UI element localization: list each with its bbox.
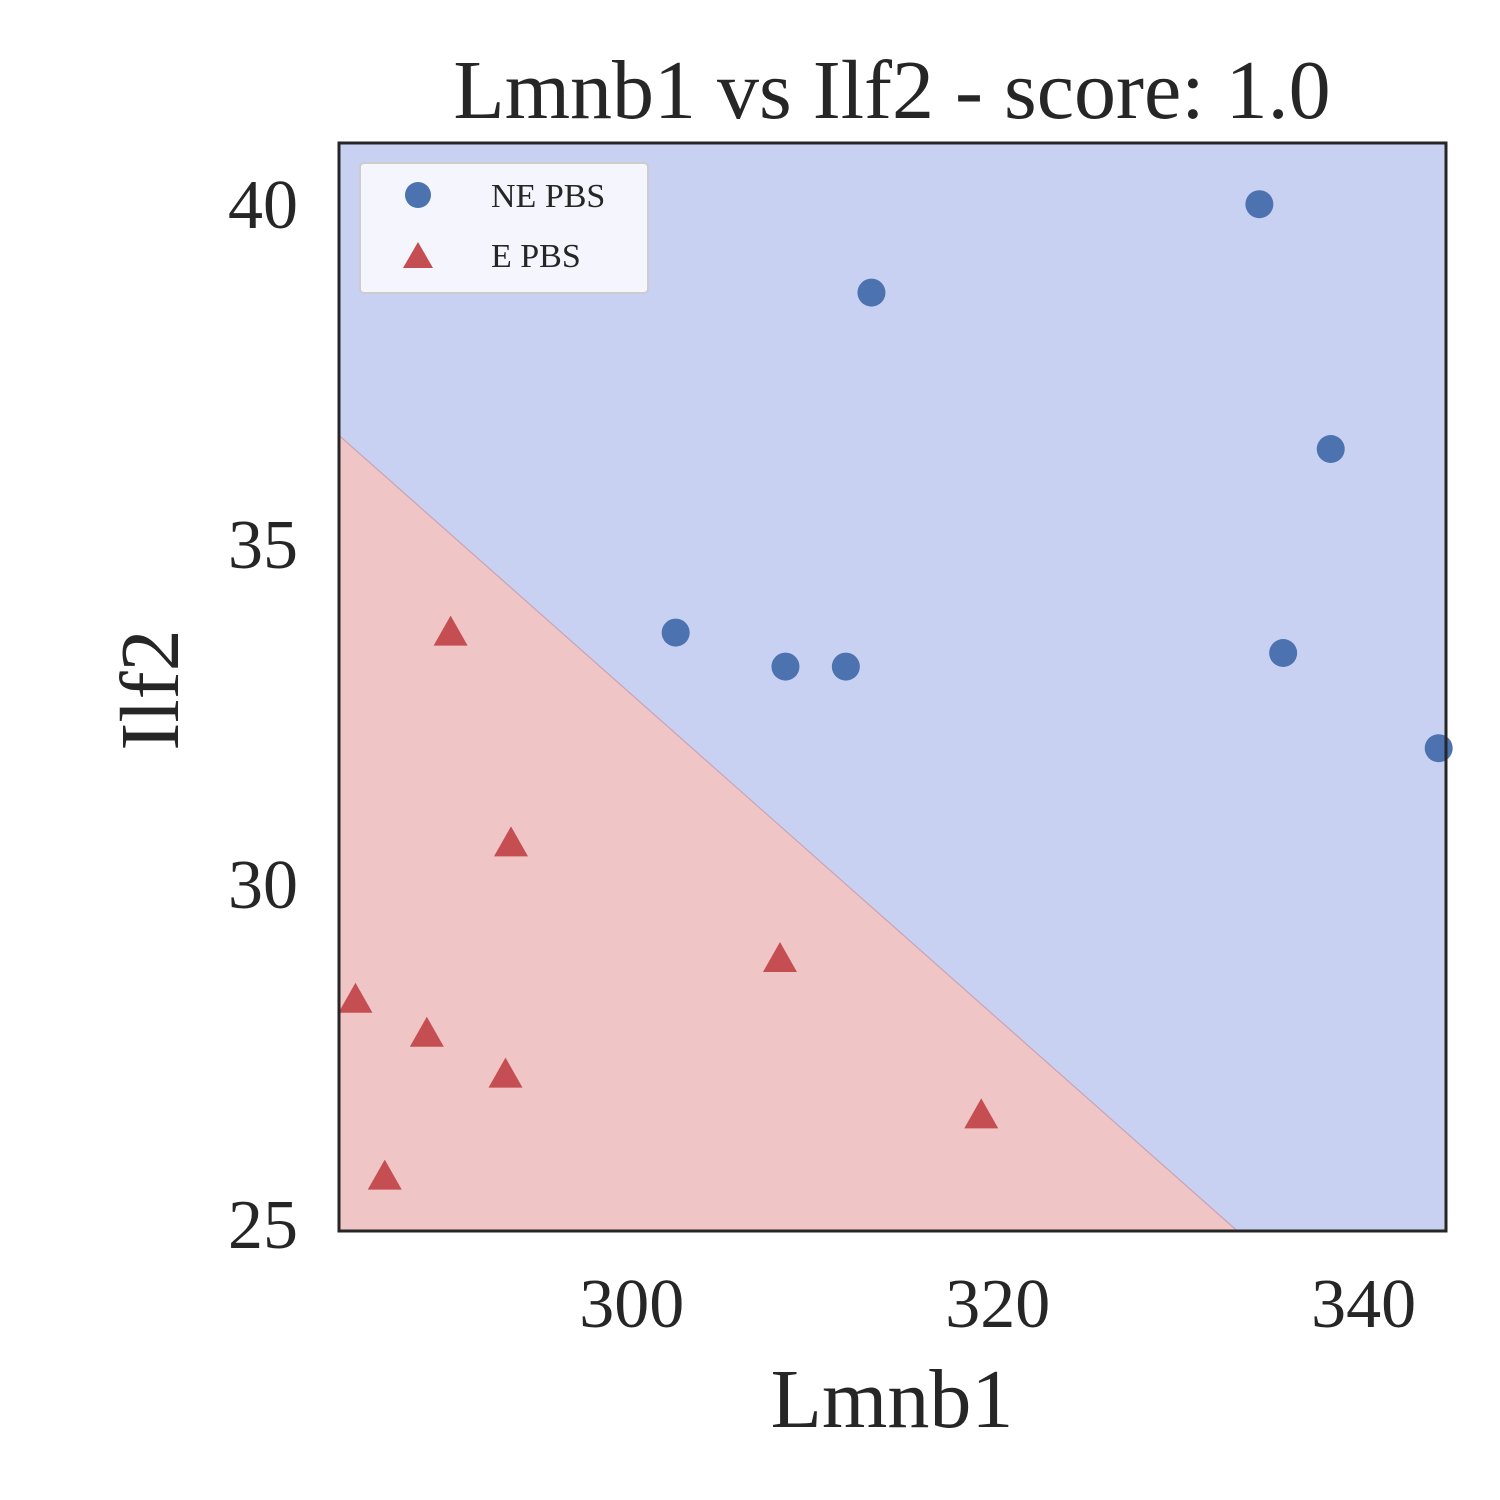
legend-label-e-pbs: E PBS xyxy=(491,238,581,275)
point-ne-pbs-0 xyxy=(1245,190,1274,219)
data-points xyxy=(338,190,1453,1190)
x-axis-label: Lmnb1 xyxy=(771,1353,1014,1446)
y-tick-30: 30 xyxy=(228,847,298,924)
point-e-pbs-5 xyxy=(488,1057,523,1088)
plot-frame xyxy=(337,141,1448,1233)
y-tick-25: 25 xyxy=(228,1187,298,1264)
y-tick-40: 40 xyxy=(228,167,298,244)
decision-boundary xyxy=(338,434,1238,1232)
point-e-pbs-2 xyxy=(762,942,797,972)
decision-regions xyxy=(338,143,1446,1232)
point-ne-pbs-5 xyxy=(831,652,860,681)
point-e-pbs-6 xyxy=(964,1098,999,1129)
point-e-pbs-7 xyxy=(367,1159,402,1190)
x-axis-ticks: 300 320 340 xyxy=(579,1266,1416,1343)
x-tick-300: 300 xyxy=(579,1266,684,1343)
legend-marker-ne-pbs xyxy=(405,182,431,208)
point-e-pbs-4 xyxy=(409,1016,444,1047)
x-tick-320: 320 xyxy=(945,1266,1050,1343)
y-axis-label: Ilf2 xyxy=(104,629,197,750)
chart-title: Lmnb1 vs Ilf2 - score: 1.0 xyxy=(453,44,1330,137)
point-ne-pbs-3 xyxy=(661,618,690,647)
point-e-pbs-1 xyxy=(493,826,528,857)
point-ne-pbs-7 xyxy=(1424,734,1453,763)
point-ne-pbs-1 xyxy=(857,278,886,307)
legend: NE PBS E PBS xyxy=(359,162,649,294)
point-e-pbs-3 xyxy=(338,982,373,1013)
y-tick-35: 35 xyxy=(228,507,298,584)
y-axis-ticks: 25 30 35 40 xyxy=(228,167,298,1264)
x-tick-340: 340 xyxy=(1311,1266,1416,1343)
legend-marker-e-pbs xyxy=(403,242,433,268)
legend-label-ne-pbs: NE PBS xyxy=(491,178,605,215)
point-ne-pbs-4 xyxy=(771,652,800,681)
point-e-pbs-0 xyxy=(433,615,468,646)
legend-box xyxy=(359,162,649,294)
point-ne-pbs-6 xyxy=(1269,639,1298,667)
point-ne-pbs-2 xyxy=(1316,435,1345,463)
